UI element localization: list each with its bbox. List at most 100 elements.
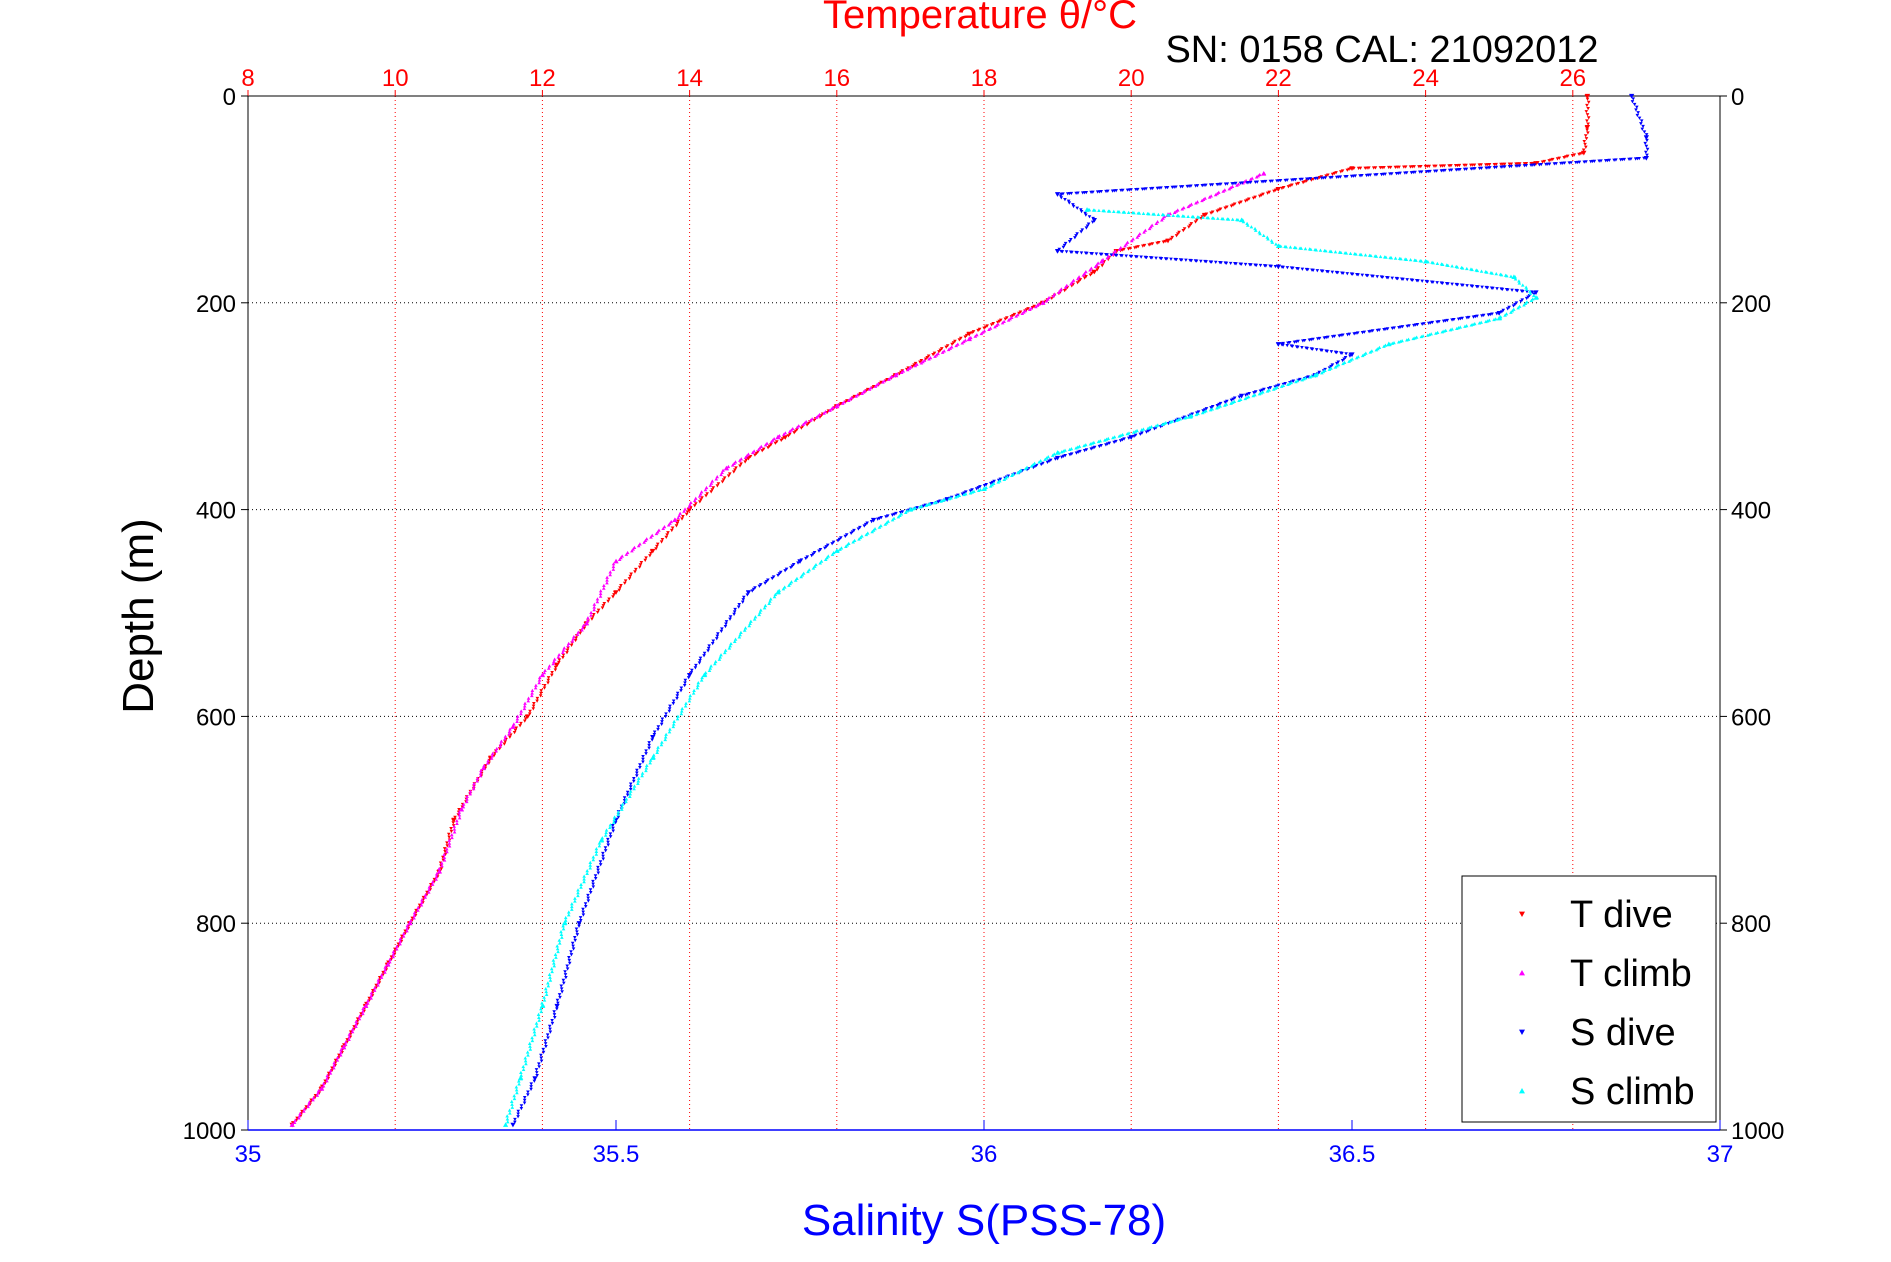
data-marker [769,440,774,444]
data-marker [1360,330,1365,335]
data-marker [364,1001,368,1006]
data-marker [563,915,568,920]
data-point [554,662,560,668]
data-marker [361,1006,365,1010]
data-marker [483,764,488,768]
data-marker [1301,181,1305,185]
data-marker [1031,462,1035,467]
data-point [1533,290,1539,296]
data-marker [523,1056,528,1060]
data-marker [544,992,549,996]
data-marker [325,1073,330,1078]
data-marker [1354,252,1358,256]
data-marker [1090,252,1095,256]
data-marker [546,666,551,670]
data-marker [1369,253,1373,258]
data-marker [1450,318,1454,322]
data-marker [434,872,439,876]
data-marker [907,366,912,370]
data-marker [1399,257,1403,261]
data-marker [354,1019,359,1023]
data-marker [650,738,654,742]
data-marker [494,749,499,753]
data-marker [667,730,672,734]
data-marker [307,1100,312,1104]
data-marker [1084,226,1089,230]
data-marker [1412,323,1416,328]
data-marker [543,1042,548,1046]
data-marker [1378,254,1383,259]
data-marker [1639,122,1643,126]
data-marker [1267,190,1272,194]
data-marker [1057,290,1061,294]
data-marker [1260,180,1264,184]
legend-marker [1519,970,1525,976]
data-marker [668,704,672,708]
data-marker [517,1082,521,1086]
data-marker [575,933,580,937]
data-marker [547,1024,552,1028]
data-point [583,620,590,626]
data-marker [1062,243,1067,248]
data-marker [643,558,648,562]
data-marker [1641,124,1645,129]
data-marker [498,744,503,748]
data-marker [1195,218,1199,222]
data-marker [509,1099,514,1104]
data-marker [606,843,611,847]
data-marker [1509,274,1513,278]
data-marker [537,1015,541,1019]
data-marker [1470,267,1474,272]
data-marker [975,333,979,337]
data-marker [660,538,665,542]
data-marker [561,655,565,660]
data-marker [1154,221,1159,225]
data-marker [1127,436,1131,440]
data-marker [1147,212,1151,216]
data-marker [846,398,851,402]
data-marker [606,837,610,842]
data-marker [899,370,904,374]
data-marker [565,967,570,971]
data-marker [770,576,775,581]
data-marker [1239,262,1244,266]
data-marker [602,601,607,606]
data-marker [1435,261,1440,265]
data-marker [763,443,768,447]
data-marker [539,1009,544,1014]
data-marker [552,961,556,965]
depth-tick-label: 0 [1731,84,1744,111]
data-marker [489,756,494,760]
data-marker [1050,453,1055,457]
data-marker [1088,268,1092,272]
data-marker [293,1118,298,1122]
data-marker [1301,339,1305,343]
data-marker [964,490,968,494]
data-marker [1104,443,1108,447]
data-marker [773,441,778,445]
data-marker [522,704,527,708]
data-marker [291,1121,295,1125]
data-marker [560,935,564,939]
data-marker [542,683,547,688]
data-marker [716,482,721,486]
data-marker [1213,260,1218,265]
data-marker [1424,170,1429,174]
data-point [1202,212,1208,218]
data-marker [1114,439,1118,444]
data-marker [667,709,672,714]
data-marker [970,488,974,492]
data-marker [1258,389,1263,393]
data-marker [1522,303,1526,307]
data-marker [1326,173,1330,177]
data-marker [1170,185,1175,190]
data-point [745,590,752,595]
data-marker [696,680,701,685]
data-marker [533,686,538,690]
data-marker [479,768,483,773]
data-marker [381,970,385,975]
data-marker [1296,345,1300,349]
data-marker [563,973,568,977]
data-marker [1403,171,1407,175]
data-marker [1349,174,1354,179]
